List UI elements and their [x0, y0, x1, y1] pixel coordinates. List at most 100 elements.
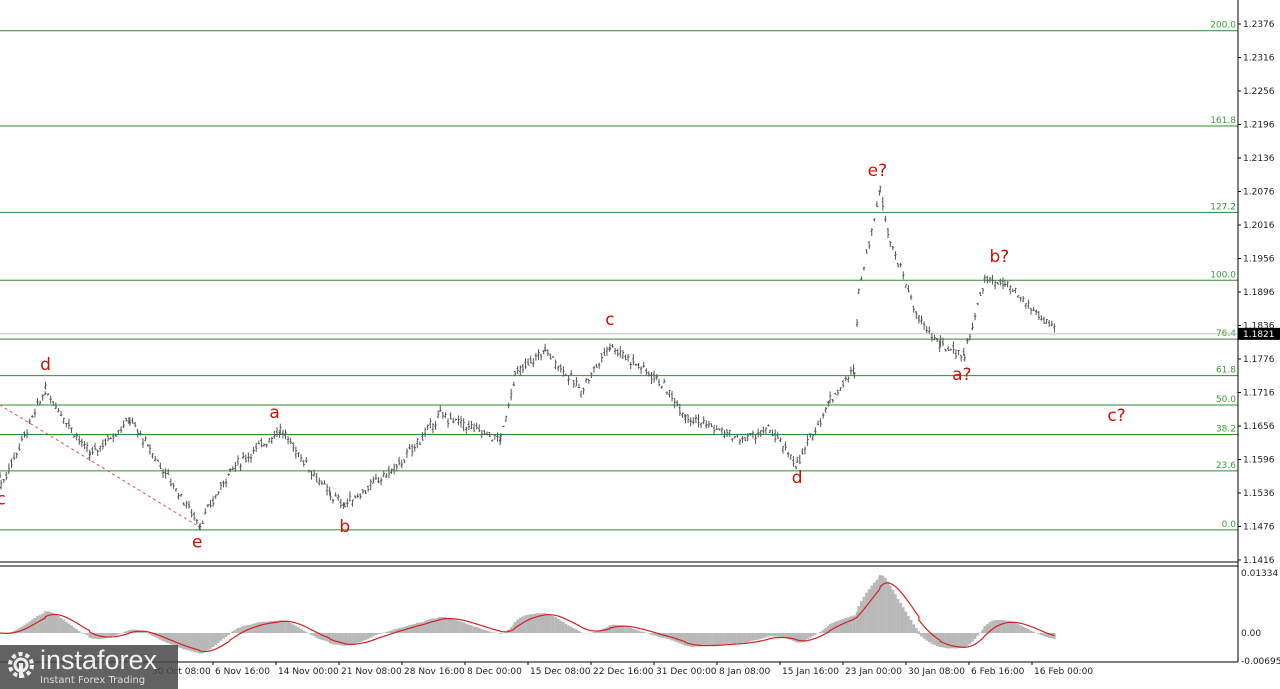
- ohlc-bar: [128, 417, 132, 426]
- time-tick-label: 22 Dec 16:00: [593, 667, 654, 677]
- ohlc-bar: [361, 488, 365, 494]
- price-tick-label: 1.1716: [1243, 388, 1275, 398]
- ohlc-bar: [632, 353, 635, 366]
- ohlc-bar: [689, 417, 692, 427]
- ohlc-bar: [7, 463, 11, 474]
- ohlc-bar: [348, 491, 352, 502]
- ohlc-bar: [470, 420, 473, 430]
- ohlc-bar: [686, 414, 690, 424]
- ohlc-bar: [75, 432, 78, 441]
- ohlc-bar: [678, 403, 682, 416]
- current-price-label: 1.1821: [1243, 330, 1275, 340]
- price-tick-label: 1.2196: [1243, 120, 1275, 130]
- ohlc-bar: [148, 444, 152, 455]
- ohlc-bar: [122, 420, 125, 429]
- ohlc-bar: [642, 361, 645, 368]
- ohlc-bar: [532, 358, 535, 368]
- ohlc-bar: [38, 400, 42, 406]
- ohlc-bar: [894, 251, 897, 260]
- ohlc-bar: [1011, 288, 1014, 292]
- time-tick-label: 16 Feb 00:00: [1034, 667, 1093, 677]
- ohlc-bar: [423, 427, 427, 438]
- ohlc-bar: [608, 343, 612, 351]
- ohlc-bar: [228, 468, 232, 473]
- ohlc-bar: [441, 412, 445, 419]
- ohlc-bar: [174, 488, 178, 492]
- ohlc-bar: [733, 435, 737, 439]
- price-tick-label: 1.2316: [1243, 53, 1275, 63]
- ohlc-bar: [488, 431, 491, 438]
- ohlc-bar: [33, 408, 37, 418]
- ohlc-bar: [884, 215, 887, 223]
- ohlc-bar: [707, 420, 711, 428]
- ohlc-bar: [439, 405, 442, 412]
- ohlc-bar: [222, 480, 225, 488]
- ohlc-bar: [728, 429, 731, 437]
- ohlc-bar: [114, 433, 118, 437]
- ohlc-bar: [131, 417, 134, 424]
- time-tick-label: 6 Feb 16:00: [971, 667, 1025, 677]
- fib-label: 38.2: [1216, 424, 1236, 434]
- ohlc-bar: [572, 380, 575, 388]
- price-tick-label: 1.1416: [1243, 556, 1275, 566]
- ohlc-bar: [385, 473, 388, 478]
- ohlc-bar: [705, 420, 708, 429]
- ohlc-bar: [62, 417, 65, 424]
- ohlc-bar: [867, 241, 871, 249]
- ohlc-bar: [1037, 310, 1040, 321]
- ohlc-bar: [214, 494, 217, 499]
- ohlc-bar: [294, 446, 298, 459]
- ohlc-bar: [567, 375, 570, 386]
- ohlc-bar: [284, 429, 287, 440]
- ohlc-bar: [935, 337, 939, 342]
- ohlc-bar: [392, 463, 396, 475]
- ohlc-bar: [619, 346, 622, 358]
- ohlc-bar: [814, 427, 817, 436]
- ohlc-bar: [403, 459, 406, 464]
- ohlc-bar: [302, 460, 305, 467]
- current-price-box: [1238, 327, 1280, 340]
- ohlc-bar: [496, 432, 499, 442]
- ohlc-bar: [1048, 320, 1051, 328]
- ohlc-bar: [70, 427, 73, 433]
- ohlc-bar: [889, 240, 892, 247]
- ohlc-bar: [227, 473, 230, 476]
- ohlc-bar: [839, 387, 842, 391]
- ohlc-bar: [626, 353, 630, 362]
- ohlc-bar: [912, 305, 915, 313]
- ohlc-bar: [1019, 296, 1022, 302]
- ohlc-bar: [52, 401, 55, 406]
- ohlc-bar: [795, 456, 799, 464]
- ohlc-bar: [454, 418, 458, 421]
- ohlc-bar: [72, 434, 76, 438]
- ohlc-bar: [831, 398, 834, 403]
- ohlc-bar: [151, 453, 154, 459]
- ohlc-bar: [224, 478, 228, 488]
- ohlc-bar: [983, 274, 986, 283]
- ohlc-bar: [112, 433, 115, 443]
- ohlc-bar: [1001, 277, 1005, 290]
- ohlc-bar: [639, 366, 643, 374]
- ohlc-bar: [718, 428, 721, 431]
- ohlc-bar: [310, 470, 313, 480]
- ohlc-bar: [292, 442, 295, 453]
- ohlc-bar: [369, 479, 372, 491]
- price-bars: [0, 185, 1056, 531]
- fib-label: 100.0: [1210, 270, 1236, 280]
- ohlc-bar: [91, 447, 94, 456]
- ohlc-bar: [312, 469, 316, 477]
- ohlc-bar: [611, 344, 614, 348]
- signal-line: [0, 582, 1055, 653]
- ohlc-bar: [169, 478, 172, 487]
- ohlc-bar: [209, 500, 212, 508]
- price-tick-label: 1.2256: [1243, 87, 1275, 97]
- ohlc-bar: [629, 362, 632, 370]
- ohlc-bar: [516, 366, 519, 375]
- ohlc-bar: [343, 502, 346, 508]
- ohlc-bar: [1029, 307, 1033, 315]
- ohlc-bar: [681, 412, 684, 419]
- ohlc-bar: [754, 434, 757, 444]
- ohlc-bar: [499, 432, 502, 442]
- ohlc-bar: [647, 371, 651, 377]
